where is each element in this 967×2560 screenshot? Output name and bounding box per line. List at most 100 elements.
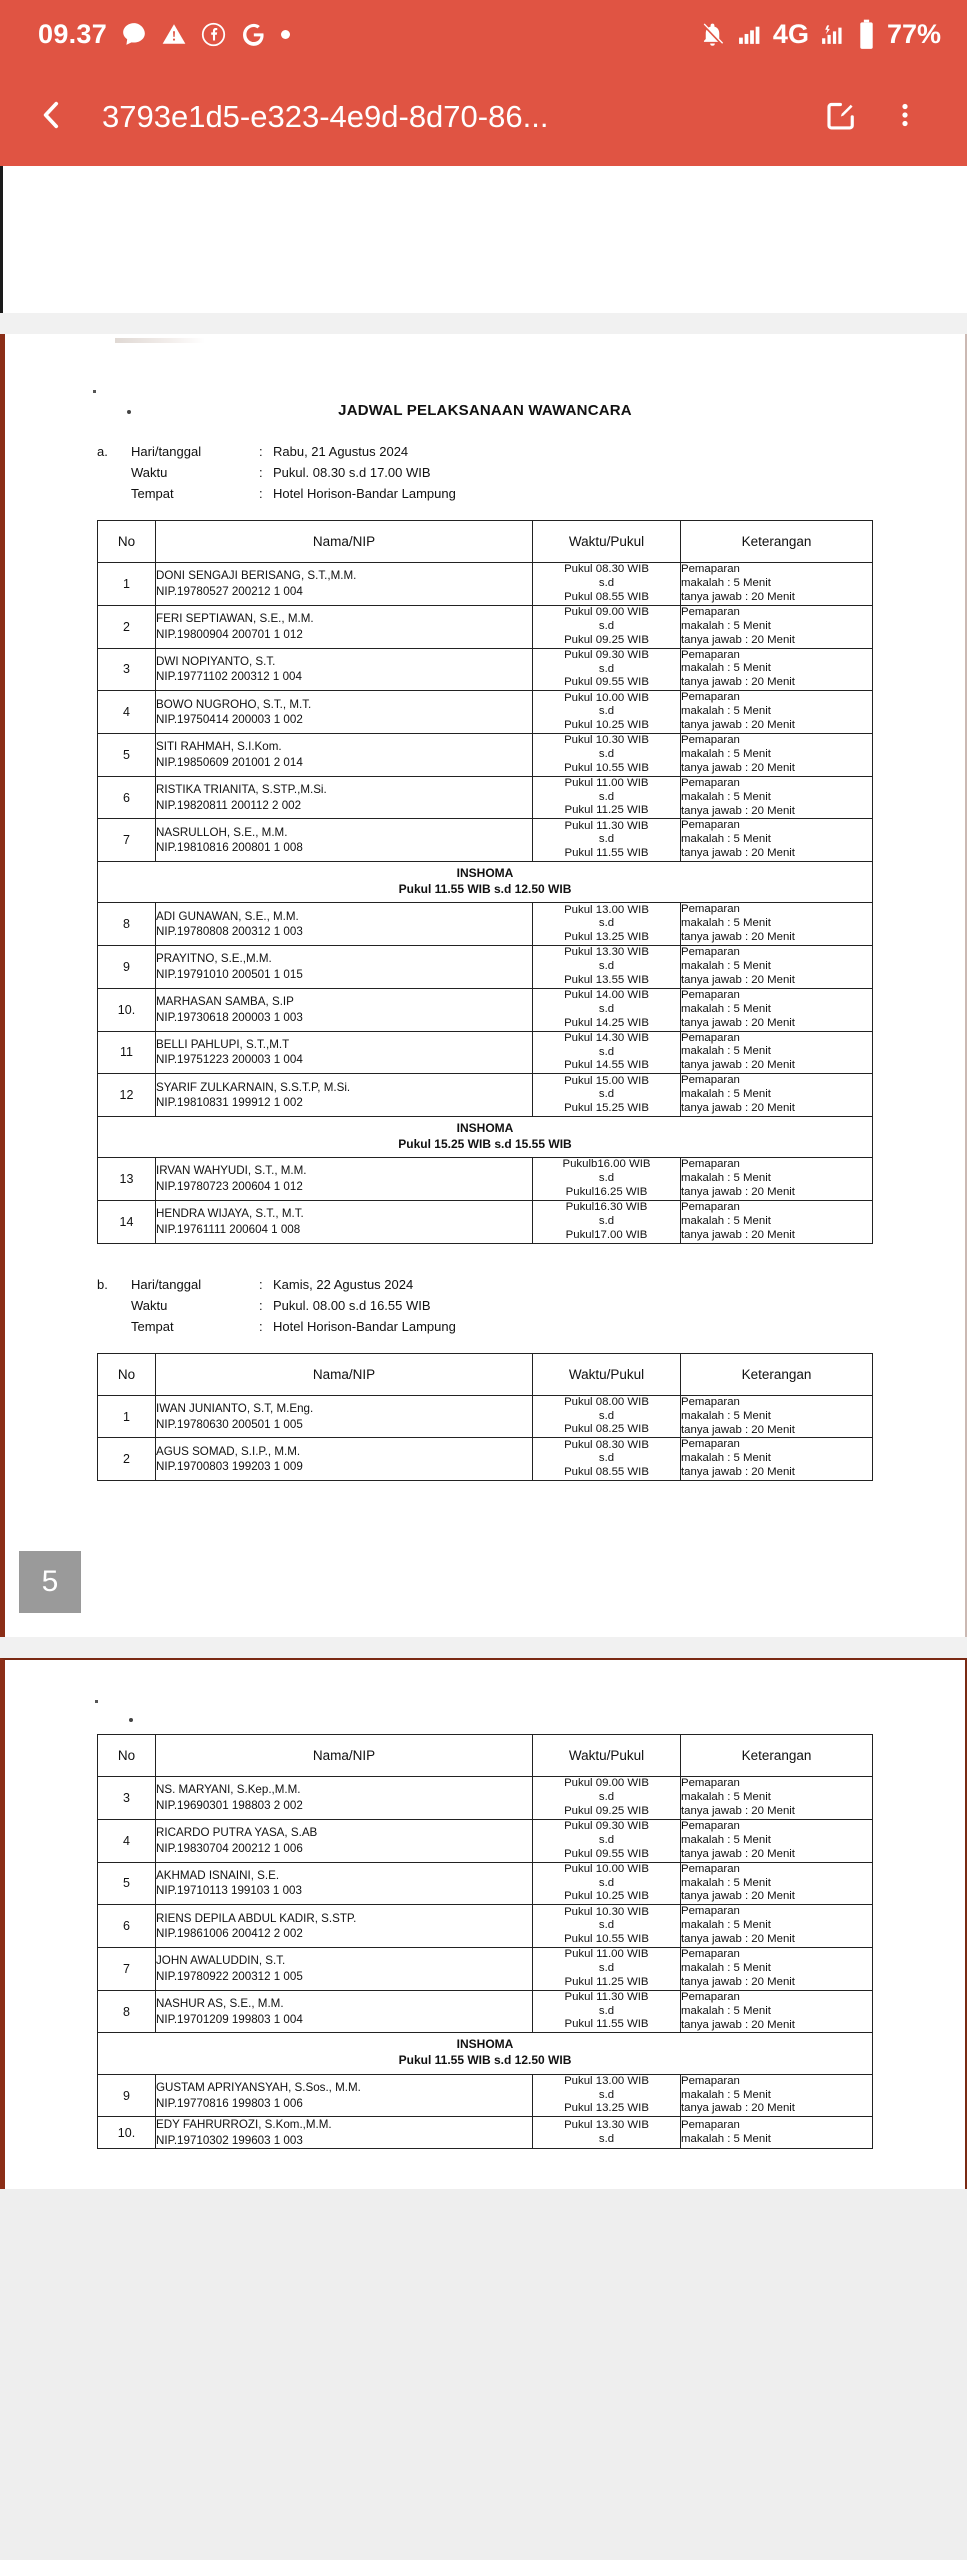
cell-keterangan: Pemaparan makalah : 5 Menit tanya jawab : … <box>680 1861 873 1906</box>
meta-label-hari: Hari/tanggal <box>131 444 202 459</box>
back-button[interactable] <box>24 85 80 149</box>
cell-waktu: Pukul 14.00 WIB s.d Pukul 14.25 WIB <box>532 987 681 1032</box>
cell-nama-nip: RISTIKA TRIANITA, S.STP.,M.Si. NIP.198208… <box>155 775 533 820</box>
cell-keterangan: Pemaparan makalah : 5 Menit tanya jawab : … <box>680 1157 873 1201</box>
meta-label-hari: Hari/tanggal <box>131 1276 202 1292</box>
document-viewer[interactable]: JADWAL PELAKSANAAN WAWANCARA a. Hari/tan… <box>0 166 967 2190</box>
cell-waktu: Pukul 13.30 WIB s.d <box>532 2116 681 2150</box>
meta-label-waktu: Waktu <box>131 1297 168 1313</box>
cell-waktu: Pukul 11.30 WIB s.d Pukul 11.55 WIB <box>532 818 681 863</box>
document-content-2: No Nama/NIP Waktu/Pukul Keterangan 3 NS. MARY… <box>5 1660 965 2189</box>
table-row: 5 AKHMAD ISNAINI, S.E. NIP.19710113 199103… <box>97 1861 873 1906</box>
document-page-previous <box>0 166 967 313</box>
table-break-row: INSHOMA Pukul 15.25 WIB s.d 15.55 WIB <box>97 1115 873 1159</box>
cell-keterangan: Pemaparan makalah : 5 Menit tanya jawab : … <box>680 1199 873 1244</box>
column-header-0: No <box>97 1352 156 1396</box>
cell-nama-nip: ADI GUNAWAN, S.E., M.M. NIP.19780808 2003… <box>155 902 533 947</box>
document-content: JADWAL PELAKSANAAN WAWANCARA a. Hari/tan… <box>5 334 965 1521</box>
table-row: 5 SITI RAHMAH, S.I.Kom. NIP.19850609 20100… <box>97 733 873 777</box>
table-row: 9 GUSTAM APRIYANSYAH, S.Sos., M.M. NIP.197… <box>97 2073 873 2118</box>
cell-waktu: Pukul 09.30 WIB s.d Pukul 09.55 WIB <box>532 647 681 692</box>
cell-no: 12 <box>97 1073 156 1117</box>
section-a-labels: Hari/tanggal Waktu Tempat <box>131 441 259 504</box>
table-row: 7 JOHN AWALUDDIN, S.T. NIP.19780922 200312… <box>97 1947 873 1991</box>
cell-waktu: Pukul 13.30 WIB s.d Pukul 13.55 WIB <box>532 945 681 989</box>
meta-label-tempat: Tempat <box>131 486 174 502</box>
cell-no: 13 <box>97 1157 156 1201</box>
signal-bars-2-icon <box>819 22 846 47</box>
network-type-label: 4G <box>772 18 809 49</box>
cell-nama-nip: HENDRA WIJAYA, S.T., M.T. NIP.19761111 20… <box>155 1199 533 1244</box>
cell-no: 9 <box>97 2073 156 2118</box>
meta-value-hari: Kamis, 22 Agustus 2024 <box>273 1276 414 1292</box>
table-row: 6 RISTIKA TRIANITA, S.STP.,M.Si. NIP.19820… <box>97 775 873 820</box>
cell-nama-nip: NS. MARYANI, S.Kep.,M.M. NIP.19690301 198… <box>155 1776 533 1820</box>
cell-waktu: Pukul 10.30 WIB s.d Pukul 10.55 WIB <box>532 1904 681 1949</box>
document-title: JADWAL PELAKSANAAN WAWANCARA <box>338 402 632 419</box>
page-number-wrap: 5 <box>5 1521 965 1637</box>
table-row: 4 BOWO NUGROHO, S.T., M.T. NIP.19750414 20… <box>97 690 873 735</box>
cell-waktu: Pukul 09.00 WIB s.d Pukul 09.25 WIB <box>532 604 681 649</box>
cell-keterangan: Pemaparan makalah : 5 Menit tanya jawab : … <box>680 902 873 947</box>
edit-button[interactable] <box>809 85 873 149</box>
edit-square-icon <box>823 97 859 138</box>
colon: : <box>259 1276 263 1292</box>
schedule-table-b: No Nama/NIP Waktu/Pukul Keterangan 1 IWAN JUN… <box>97 1352 873 1482</box>
section-a-values: Rabu, 21 Agustus 2024 Pukul. 08.30 s.d 1… <box>273 441 873 504</box>
chevron-left-icon <box>35 98 69 137</box>
cell-waktu: Pukul 14.30 WIB s.d Pukul 14.55 WIB <box>532 1030 681 1075</box>
cell-no: 6 <box>97 1904 156 1949</box>
cell-keterangan: Pemaparan makalah : 5 Menit <box>680 2116 873 2150</box>
table-break-row: INSHOMA Pukul 11.55 WIB s.d 12.50 WIB <box>97 861 873 904</box>
table-row: 8 NASHUR AS, S.E., M.M. NIP.19701209 19980… <box>97 1989 873 2034</box>
cell-nama-nip: SYARIF ZULKARNAIN, S.S.T.P, M.Si. NIP.198… <box>155 1073 533 1117</box>
table-row: 1 IWAN JUNIANTO, S.T, M.Eng. NIP.19780630 … <box>97 1394 873 1439</box>
table-row: 3 DWI NOPIYANTO, S.T. NIP.19771102 200312 … <box>97 647 873 692</box>
cell-nama-nip: MARHASAN SAMBA, S.IP NIP.19730618 200003 … <box>155 987 533 1032</box>
break-cell: INSHOMA Pukul 11.55 WIB s.d 12.50 WIB <box>97 2032 873 2075</box>
cell-nama-nip: SITI RAHMAH, S.I.Kom. NIP.19850609 201001… <box>155 733 533 777</box>
cell-keterangan: Pemaparan makalah : 5 Menit tanya jawab : … <box>680 987 873 1032</box>
cell-no: 9 <box>97 945 156 989</box>
meta-label-waktu: Waktu <box>131 465 168 481</box>
status-bar: 09.37 4G 77% <box>0 0 967 68</box>
cell-keterangan: Pemaparan makalah : 5 Menit tanya jawab : … <box>680 818 873 863</box>
scan-speck <box>93 390 96 393</box>
cell-no: 4 <box>97 690 156 735</box>
status-bar-left: 09.37 <box>38 19 291 50</box>
column-header-3: Keterangan <box>680 520 873 564</box>
table-row: 2 FERI SEPTIAWAN, S.E., M.M. NIP.19800904 … <box>97 604 873 649</box>
cell-keterangan: Pemaparan makalah : 5 Menit tanya jawab : … <box>680 1947 873 1991</box>
meta-value-hari: Rabu, 21 Agustus 2024 <box>273 444 409 459</box>
cell-nama-nip: IWAN JUNIANTO, S.T, M.Eng. NIP.19780630 2… <box>155 1394 533 1439</box>
section-b-letter: b. <box>97 1276 108 1292</box>
column-header-1: Nama/NIP <box>155 1734 533 1778</box>
table-header-row: No Nama/NIP Waktu/Pukul Keterangan <box>97 520 873 564</box>
page-separator <box>0 313 967 334</box>
cell-no: 3 <box>97 647 156 692</box>
column-header-0: No <box>97 520 156 564</box>
break-cell: INSHOMA Pukul 11.55 WIB s.d 12.50 WIB <box>97 861 873 904</box>
scan-speck-4 <box>129 1718 133 1723</box>
cell-no: 10. <box>97 987 156 1032</box>
cell-keterangan: Pemaparan makalah : 5 Menit tanya jawab : … <box>680 562 873 606</box>
colon: : <box>259 465 263 481</box>
table-row: 13 IRVAN WAHYUDI, S.T., M.M. NIP.19780723 … <box>97 1157 873 1201</box>
cell-no: 3 <box>97 1776 156 1820</box>
cell-no: 5 <box>97 733 156 777</box>
bell-muted-icon <box>699 21 726 48</box>
app-bar-title: 3793e1d5-e323-4e9d-8d70-86... <box>102 99 549 134</box>
cell-nama-nip: EDY FAHRURROZI, S.Kom.,M.M. NIP.19710302 … <box>155 2116 533 2150</box>
overflow-menu-button[interactable] <box>873 85 937 149</box>
table-row: 6 RIENS DEPILA ABDUL KADIR, S.STP. NIP.198… <box>97 1904 873 1949</box>
table-row: 14 HENDRA WIJAYA, S.T., M.T. NIP.19761111 … <box>97 1199 873 1244</box>
column-header-0: No <box>97 1734 156 1778</box>
cell-keterangan: Pemaparan makalah : 5 Menit tanya jawab : … <box>680 1776 873 1820</box>
cell-waktu: Pukul 08.00 WIB s.d Pukul 08.25 WIB <box>532 1394 681 1439</box>
table-break-row: INSHOMA Pukul 11.55 WIB s.d 12.50 WIB <box>97 2032 873 2075</box>
cell-no: 14 <box>97 1199 156 1244</box>
table-row: 8 ADI GUNAWAN, S.E., M.M. NIP.19780808 200… <box>97 902 873 947</box>
battery-percent-label: 77% <box>886 18 941 49</box>
cell-nama-nip: PRAYITNO, S.E.,M.M. NIP.19791010 200501 1… <box>155 945 533 989</box>
cell-nama-nip: AGUS SOMAD, S.I.P., M.M. NIP.19700803 199… <box>155 1437 533 1482</box>
